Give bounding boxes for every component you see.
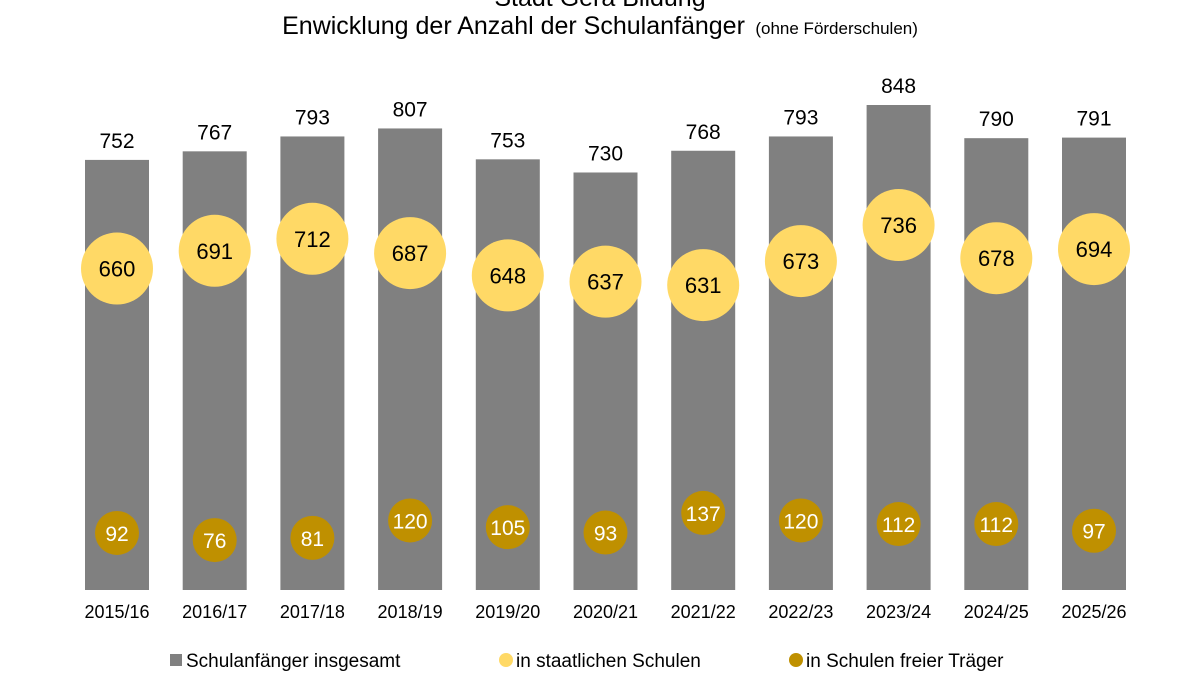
chart-subtitle-main: Enwicklung der Anzahl der Schulanfänger [282, 12, 745, 40]
bubble-state [764, 225, 837, 298]
bubble-series-private: 92 76 81 120 105 93 137 120 112 112 97 [95, 490, 1116, 563]
bar-value-labels: 752 767 793 807 753 730 768 793 848 790 791 [99, 75, 1111, 165]
legend-marker [499, 653, 513, 667]
x-tick-label: 2019/20 [475, 602, 540, 622]
bubble-state-label: 673 [783, 249, 820, 274]
chart-subtitle: Enwicklung der Anzahl der Schulanfänger … [282, 12, 918, 40]
bubble-state-label: 736 [880, 213, 917, 238]
x-tick-label: 2017/18 [280, 602, 345, 622]
bar-value-label: 793 [783, 106, 818, 129]
bubble-private-label: 97 [1082, 521, 1105, 544]
legend: Schulanfänger insgesamt in staatlichen Sc… [170, 651, 1004, 672]
legend-label: in staatlichen Schulen [516, 651, 701, 672]
legend-label: in Schulen freier Träger [806, 651, 1004, 672]
bubble-series-state: 660 691 712 687 648 637 631 673 736 678 694 [81, 189, 1130, 322]
bubble-private [485, 505, 530, 550]
x-tick-label: 2016/17 [182, 602, 247, 622]
bubble-private [290, 515, 335, 560]
legend-marker [789, 653, 803, 667]
bar-value-label: 790 [979, 108, 1014, 131]
bubble-private-label: 120 [783, 510, 818, 533]
chart-title: Stadt Gera Bildung [494, 0, 705, 12]
bubble-private-label: 120 [393, 510, 428, 533]
bubble-state [178, 214, 251, 287]
x-tick-label: 2024/25 [964, 602, 1029, 622]
bubble-state [81, 232, 153, 305]
x-tick-label: 2022/23 [768, 602, 833, 622]
bubble-state-label: 691 [196, 239, 233, 264]
bubble-state-label: 694 [1076, 237, 1113, 262]
bubble-state-label: 712 [294, 227, 331, 252]
legend-marker [170, 654, 182, 666]
bubble-state-label: 637 [587, 270, 624, 295]
bubble-private [681, 490, 726, 535]
bubble-private [778, 498, 823, 543]
bar-value-label: 767 [197, 121, 232, 144]
bar-value-label: 730 [588, 142, 623, 165]
x-tick-label: 2021/22 [671, 602, 736, 622]
bubble-private-label: 92 [105, 523, 128, 546]
legend-label: Schulanfänger insgesamt [186, 651, 401, 672]
bubble-private [974, 502, 1019, 547]
bar-value-label: 753 [490, 129, 525, 152]
bubble-private [583, 510, 628, 555]
bubble-private [388, 498, 433, 543]
bubble-private-label: 137 [686, 503, 721, 526]
bubble-state [569, 245, 642, 318]
x-axis-tick-labels: 2015/16 2016/17 2017/18 2018/19 2019/20 2020/… [84, 602, 1126, 622]
bubble-state [374, 217, 447, 290]
bubble-private-label: 105 [490, 517, 525, 540]
bubble-state [471, 239, 544, 312]
bubble-state [862, 189, 935, 262]
bubble-private-label: 112 [980, 514, 1013, 537]
bubble-private [95, 510, 139, 555]
bar-value-label: 807 [393, 98, 428, 121]
x-tick-label: 2018/19 [378, 602, 443, 622]
bar-value-label: 848 [881, 75, 916, 98]
bar-value-label: 752 [99, 130, 134, 153]
bar-value-label: 768 [686, 121, 721, 144]
bubble-private-label: 112 [882, 514, 915, 537]
bubble-state-label: 687 [392, 241, 429, 266]
bubble-private [1072, 508, 1116, 553]
x-tick-label: 2020/21 [573, 602, 638, 622]
bubble-state [667, 249, 740, 322]
bubble-private-label: 93 [594, 523, 617, 546]
bar-value-label: 793 [295, 106, 330, 129]
bubble-state [1058, 213, 1130, 286]
bubble-private [192, 518, 237, 563]
chart-subtitle-note: (ohne Förderschulen) [755, 19, 918, 38]
bar-value-label: 791 [1076, 108, 1111, 131]
x-tick-label: 2015/16 [84, 602, 149, 622]
bubble-state-label: 678 [978, 246, 1015, 271]
chart-title-group: Stadt Gera Bildung Enwicklung der Anzahl… [282, 0, 918, 40]
bubble-private-label: 81 [301, 528, 324, 551]
bubble-state [276, 202, 349, 275]
x-tick-label: 2023/24 [866, 602, 931, 622]
bubble-state-label: 648 [489, 263, 526, 288]
bubble-state-label: 631 [685, 273, 722, 298]
bubble-private-label: 76 [203, 530, 226, 553]
x-tick-label: 2025/26 [1061, 602, 1126, 622]
bubble-private [876, 502, 921, 547]
bubble-state-label: 660 [99, 257, 136, 282]
bubble-state [960, 222, 1033, 295]
